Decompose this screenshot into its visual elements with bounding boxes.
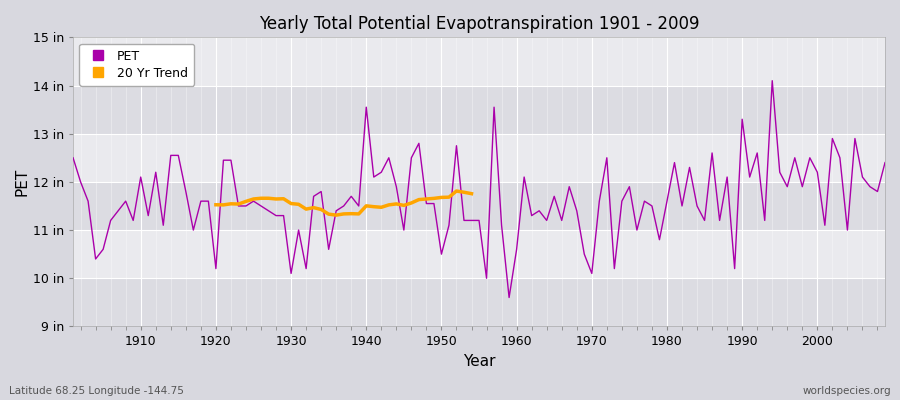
- Bar: [73, 37, 885, 86]
- Bar: [73, 278, 885, 326]
- Bar: [73, 230, 885, 278]
- Text: Latitude 68.25 Longitude -144.75: Latitude 68.25 Longitude -144.75: [9, 386, 184, 396]
- Bar: [73, 86, 885, 134]
- Bar: [73, 134, 885, 182]
- Legend: PET, 20 Yr Trend: PET, 20 Yr Trend: [79, 44, 194, 86]
- Text: worldspecies.org: worldspecies.org: [803, 386, 891, 396]
- X-axis label: Year: Year: [463, 354, 495, 369]
- Y-axis label: PET: PET: [15, 168, 30, 196]
- Bar: [73, 182, 885, 230]
- Title: Yearly Total Potential Evapotranspiration 1901 - 2009: Yearly Total Potential Evapotranspiratio…: [259, 15, 699, 33]
